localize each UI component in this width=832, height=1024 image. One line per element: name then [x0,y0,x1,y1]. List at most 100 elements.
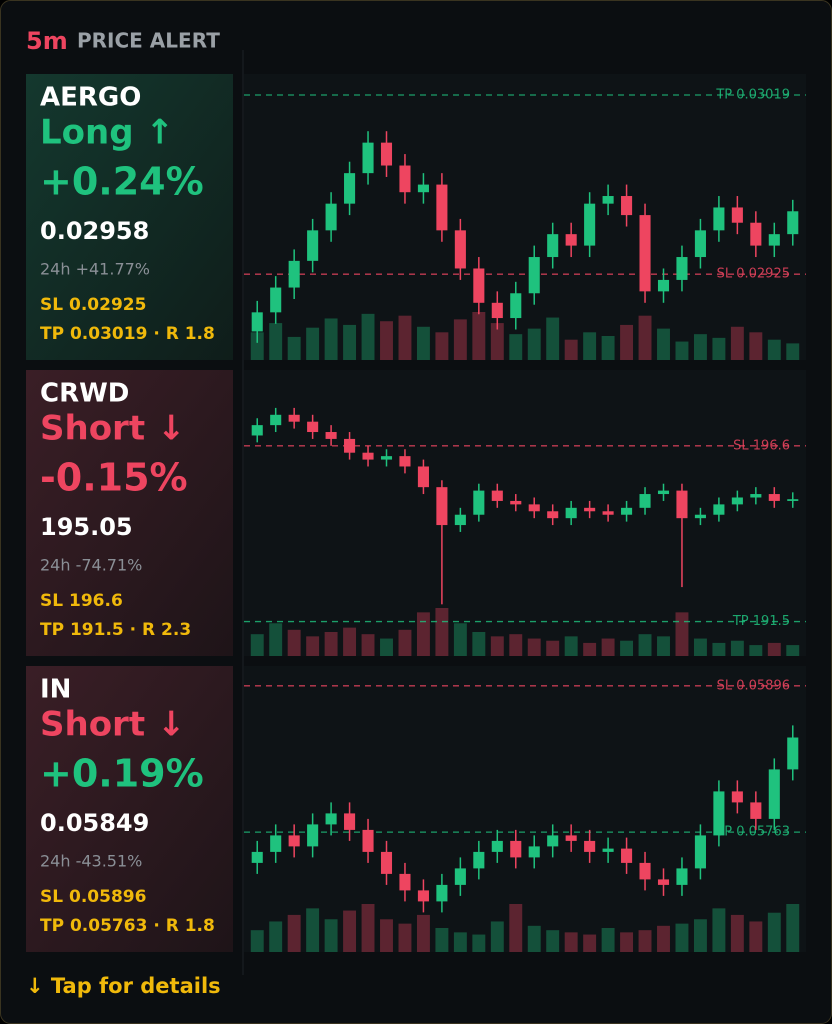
volume-bar [250,332,264,360]
candle-body [676,868,688,885]
candle-body [307,230,319,261]
candle-body [565,507,577,519]
symbol: AERGO [40,83,141,113]
candle-body [473,851,485,869]
candle-body [713,207,725,231]
volume-bar [435,608,449,656]
volume-bar [509,334,523,360]
candle-body [344,813,356,830]
volume-bar [546,317,560,360]
volume-bar [767,912,781,952]
candle-body [473,490,485,515]
volume-bar [287,336,301,360]
volume-bar [343,324,357,360]
volume-bar [453,932,467,952]
volume-bar [398,315,412,360]
volume-bar [583,332,597,360]
candle-body [362,829,374,852]
candle-body [657,490,670,495]
volume-bar [693,638,707,656]
candle-body [750,802,762,819]
candle-body [307,421,319,433]
candle-body [454,868,466,885]
candle-body [491,840,503,852]
symbol: CRWD [40,379,129,409]
level-label: SL 196.6 [733,438,790,453]
volume-bar [601,928,615,952]
volume-bar [527,925,541,952]
candle-body [510,293,522,319]
volume-bar [343,910,357,952]
volume-bar [361,634,375,656]
candle-body [270,287,282,313]
candle-body [436,884,448,902]
volume-bar [786,645,800,656]
volume-bar [361,904,375,952]
volume-bar [657,636,670,656]
candle-body [417,890,429,902]
candle-body [528,257,540,294]
volume-bar [416,914,430,952]
card [26,74,233,360]
candle-body [510,500,522,505]
volume-bar [343,627,357,656]
level-label: TP 191.5 [732,614,790,629]
volume-bar [620,640,634,656]
candle-body [380,456,393,460]
candle-body [491,302,503,319]
level-label: TP 0.05763 [715,825,790,840]
candle-body [787,737,799,770]
change: +0.24% [40,160,204,204]
volume-bar [583,642,597,656]
volume-bar [398,629,412,656]
volume-bar [620,324,634,360]
candle-body [713,504,725,515]
candle-body [621,848,633,863]
stop-loss: SL 0.02925 [40,295,146,315]
volume-bar [250,634,264,656]
chart-panel [244,666,806,952]
candle-body [768,769,780,819]
candle-body [694,514,706,519]
volume-bar [380,919,393,952]
candle-body [325,203,337,231]
chart-panel [244,370,806,656]
candle-body [621,196,633,216]
level-label: TP 0.03019 [715,87,790,102]
volume-bar [416,326,430,360]
volume-bar [712,642,726,656]
volume-bar [546,640,560,656]
footer-link[interactable]: ↓ Tap for details [26,974,221,998]
take-profit: TP 0.03019 · R 1.8 [40,324,215,344]
candle-body [270,414,282,426]
volume-bar [306,636,320,656]
volume-bar [638,930,652,952]
volume-bar [527,638,541,656]
candle-body [768,494,780,501]
volume-bar [657,925,670,952]
candle-body [694,230,706,258]
candle-body [602,511,614,515]
change-24h: 24h -43.51% [40,852,142,871]
candle-body [565,234,577,246]
volume-bar [380,638,393,656]
volume-bar [675,612,689,656]
volume-bar [287,629,301,656]
candle-body [621,507,633,515]
volume-bar [527,328,541,360]
candle-body [344,173,356,204]
volume-bar [546,930,560,952]
candle-body [454,230,466,269]
change-24h: 24h -74.71% [40,556,142,575]
volume-bar [749,921,763,952]
candle-body [787,499,799,501]
stop-loss: SL 0.05896 [40,887,146,907]
side: Long ↑ [40,113,174,153]
candle-body [251,851,263,863]
volume-bar [712,337,726,360]
symbol: IN [40,675,71,705]
candle-body [676,257,688,280]
candle-body [602,196,614,204]
chart-panel [244,74,806,360]
candle-body [288,835,300,847]
